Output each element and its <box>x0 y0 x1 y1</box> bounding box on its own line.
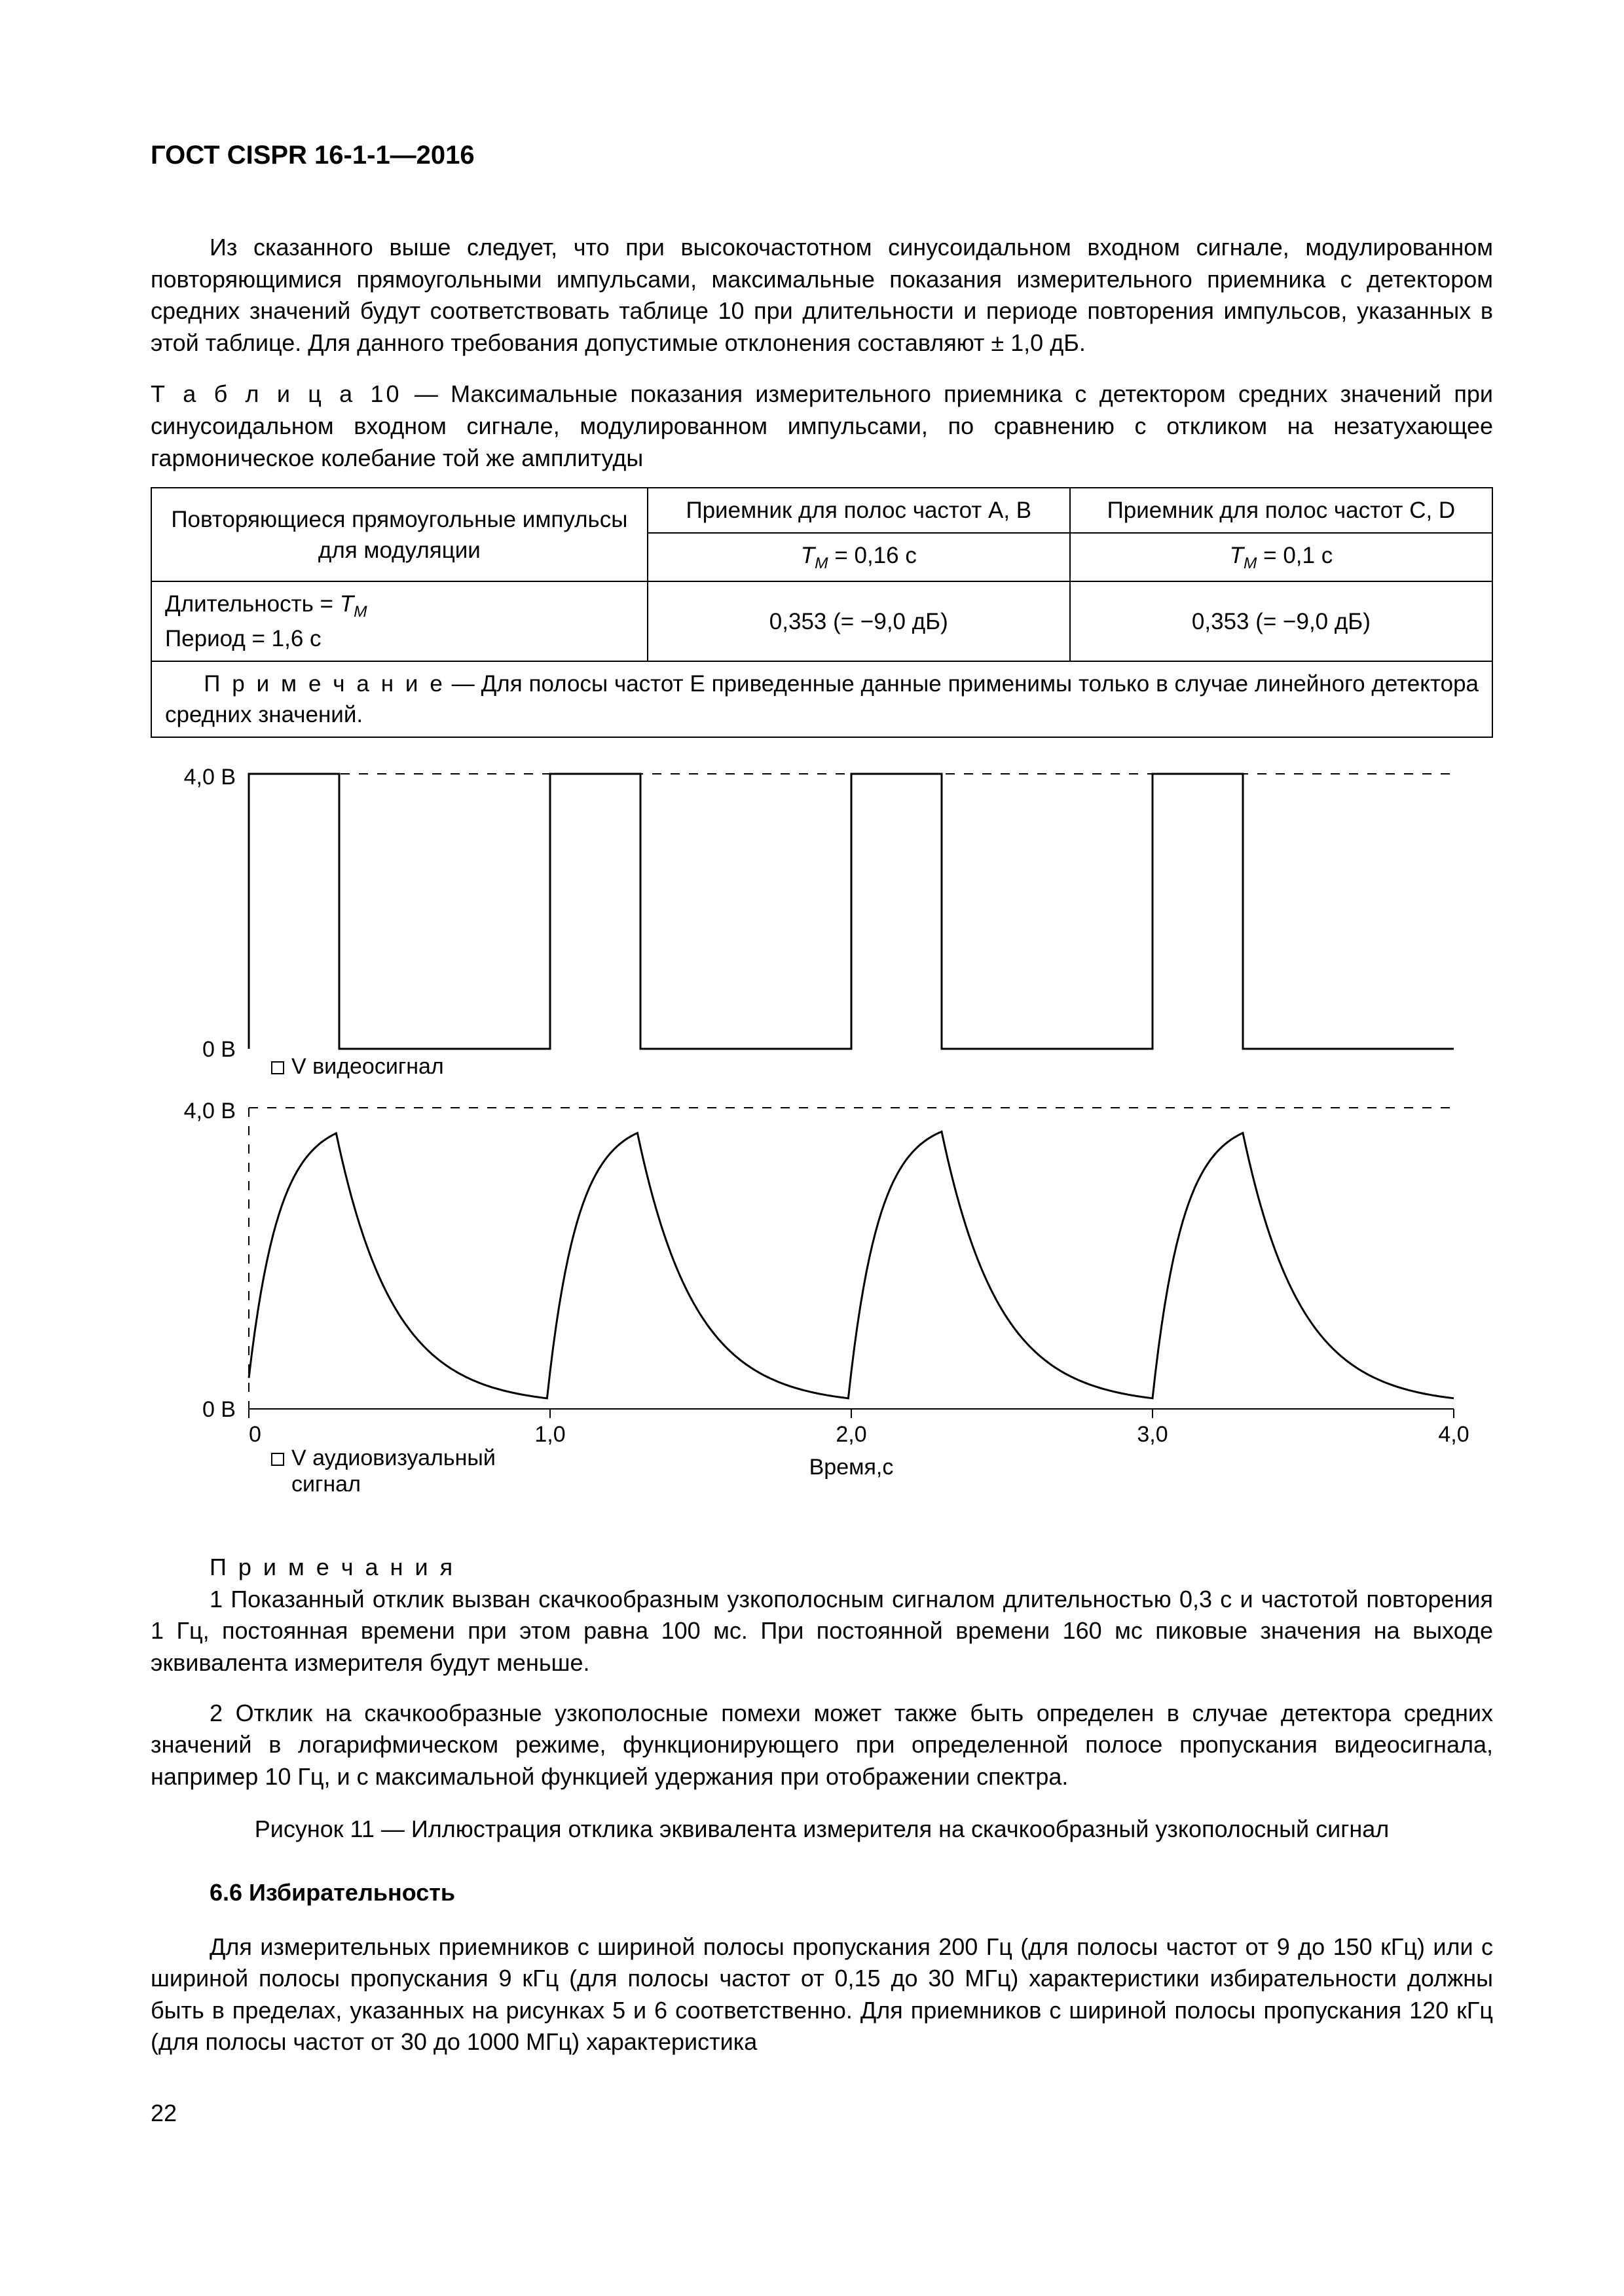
figure-11: 4,0 В 0 В V видеосигнал 4,0 В 0 В 0 1,0 2,0 3,0 4… <box>151 761 1493 1533</box>
table-10: Повторяющиеся прямоугольные импульсы для… <box>151 487 1493 738</box>
svg-text:0 В: 0 В <box>202 1397 236 1422</box>
svg-text:3,0: 3,0 <box>1137 1422 1168 1447</box>
svg-text:4,0 В: 4,0 В <box>184 1099 236 1123</box>
figure-note-2: 2 Отклик на скачкообразные узкополосные … <box>151 1698 1493 1793</box>
svg-text:V аудиовизуальный: V аудиовизуальный <box>291 1446 496 1470</box>
section-6-6-heading: 6.6 Избирательность <box>151 1877 1493 1909</box>
page: ГОСТ CISPR 16-1-1—2016 Из сказанного выш… <box>0 0 1624 2195</box>
svg-text:V видеосигнал: V видеосигнал <box>291 1054 444 1079</box>
svg-text:4,0: 4,0 <box>1438 1422 1469 1447</box>
svg-text:2,0: 2,0 <box>836 1422 866 1447</box>
svg-text:1,0: 1,0 <box>534 1422 565 1447</box>
table-row: Повторяющиеся прямоугольные импульсы для… <box>151 488 1492 533</box>
t10-sub2: TM = 0,16 с <box>648 533 1070 581</box>
t10-col1-hdr: Повторяющиеся прямоугольные импульсы для… <box>151 488 648 581</box>
svg-text:0: 0 <box>249 1422 261 1447</box>
svg-text:0 В: 0 В <box>202 1037 236 1062</box>
svg-text:сигнал: сигнал <box>291 1472 361 1497</box>
t10-sub3: TM = 0,1 с <box>1070 533 1492 581</box>
t10-r1c3: 0,353 (= −9,0 дБ) <box>1070 581 1492 661</box>
svg-text:Время,с: Время,с <box>809 1455 894 1480</box>
t10-r1c2: 0,353 (= −9,0 дБ) <box>648 581 1070 661</box>
table-row: Длительность = TM Период = 1,6 с 0,353 (… <box>151 581 1492 661</box>
figure-11-svg: 4,0 В 0 В V видеосигнал 4,0 В 0 В 0 1,0 2,0 3,0 4… <box>151 761 1493 1533</box>
figure-11-notes: П р и м е ч а н и я 1 Показанный отклик … <box>151 1552 1493 1793</box>
figure-11-caption: Рисунок 11 — Иллюстрация отклика эквивал… <box>151 1813 1493 1846</box>
t10-note: П р и м е ч а н и е — Для полосы частот … <box>151 661 1492 738</box>
t10-col2-hdr: Приемник для полос частот A, B <box>648 488 1070 533</box>
t10-r1c1: Длительность = TM Период = 1,6 с <box>151 581 648 661</box>
svg-text:4,0 В: 4,0 В <box>184 765 236 790</box>
notes-label: П р и м е ч а н и я <box>151 1552 1493 1584</box>
figure-note-1: 1 Показанный отклик вызван скачкообразны… <box>151 1584 1493 1679</box>
table-caption-prefix: Т а б л и ц а 10 <box>151 380 402 407</box>
t10-col3-hdr: Приемник для полос частот C, D <box>1070 488 1492 533</box>
para-intro: Из сказанного выше следует, что при высо… <box>151 232 1493 359</box>
doc-header: ГОСТ CISPR 16-1-1—2016 <box>151 137 1493 173</box>
table-note-row: П р и м е ч а н и е — Для полосы частот … <box>151 661 1492 738</box>
table-10-caption: Т а б л и ц а 10 — Максимальные показани… <box>151 378 1493 474</box>
page-number: 22 <box>151 2098 1493 2130</box>
section-6-6-para: Для измерительных приемников с шириной п… <box>151 1931 1493 2058</box>
